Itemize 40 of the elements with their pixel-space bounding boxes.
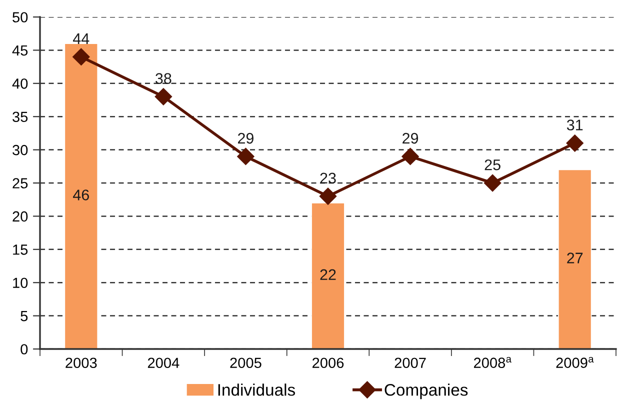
data-label: 44	[73, 33, 90, 44]
point	[484, 174, 502, 192]
data-label: 29	[238, 132, 254, 144]
point	[237, 148, 254, 165]
y-tick-label: 35	[12, 112, 28, 122]
x-tick-label: 2006	[312, 358, 344, 368]
point	[72, 48, 90, 66]
point	[402, 148, 419, 165]
y-tick-label: 20	[12, 211, 28, 222]
y-tick-label: 25	[12, 178, 28, 188]
y-tick-label: 15	[13, 244, 28, 255]
y-tick-label: 5	[20, 311, 28, 322]
y-tick-label: 0	[20, 344, 28, 354]
y-tick-label: 10	[13, 278, 28, 288]
x-tick-label: 2009$^{a}$	[556, 356, 594, 368]
data-label: 23	[320, 172, 336, 184]
data-label: 38	[156, 73, 172, 84]
bar	[64, 43, 98, 349]
legend-label: Individuals	[218, 384, 295, 396]
x-tick-label: 2007	[394, 358, 426, 368]
x-tick-label: 2008$^{a}$	[474, 356, 512, 368]
y-tick-label: 30	[12, 144, 28, 156]
y-tick-label: 50	[12, 12, 28, 22]
legend-label: Companies	[384, 384, 468, 400]
y-tick-label: 45	[12, 45, 28, 56]
point	[319, 188, 337, 205]
data-label: 46	[73, 190, 89, 200]
data-label: 25	[484, 159, 500, 170]
y-tick-label: 40	[12, 78, 28, 89]
bar	[558, 169, 592, 349]
point	[154, 88, 172, 106]
point	[566, 134, 584, 152]
x-tick-label: 2003	[66, 358, 97, 368]
x-tick-label: 2004	[148, 358, 180, 368]
x-tick-label: 2005	[230, 358, 262, 368]
data-label: 22	[320, 269, 336, 280]
data-label: 31	[566, 120, 583, 130]
data-label: 29	[402, 132, 418, 144]
data-label: 27	[567, 252, 583, 264]
bar	[311, 202, 345, 349]
